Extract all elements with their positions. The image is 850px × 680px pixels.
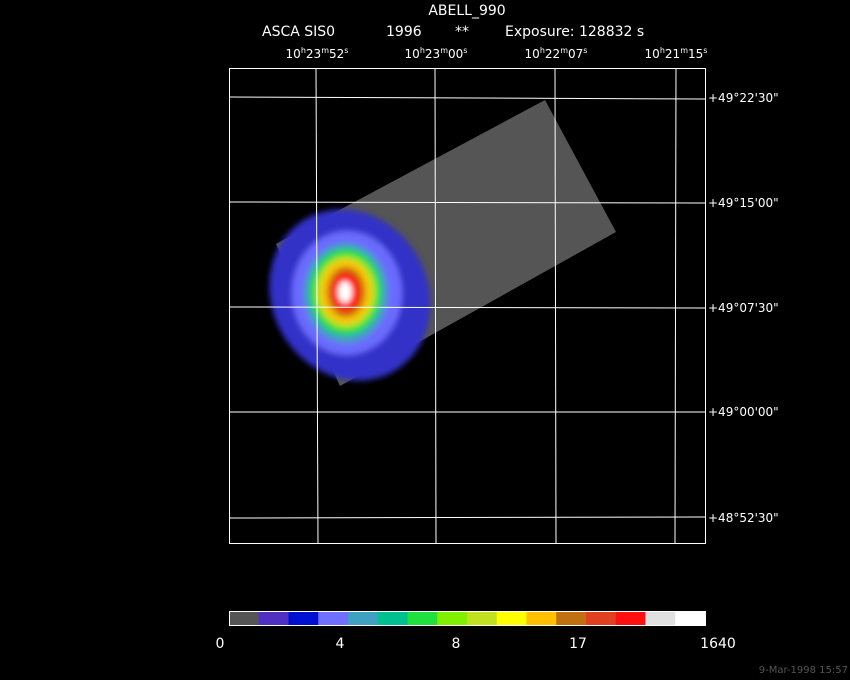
exposure: Exposure: 128832 s — [505, 24, 644, 40]
flag: ** — [455, 24, 469, 40]
dec-label: +49°00'00" — [708, 405, 779, 419]
ra-label: 10h21m15s — [645, 46, 708, 61]
colorbar-swatch — [556, 611, 587, 625]
title: ABELL_990 — [428, 3, 505, 19]
colorbar-swatch — [675, 611, 706, 625]
ra-label: 10h23m52s — [286, 46, 349, 61]
coord-grid — [228, 67, 706, 544]
colorbar-frame — [229, 611, 706, 626]
colorbar-label: 17 — [569, 636, 587, 652]
colorbar-swatch — [229, 611, 260, 625]
colorbar-swatch — [496, 611, 527, 625]
colorbar-swatch — [526, 611, 557, 625]
instrument: ASCA SIS0 — [262, 24, 335, 40]
colorbar-swatch — [645, 611, 676, 625]
colorbar-swatch — [467, 611, 498, 625]
colorbar-label: 4 — [336, 636, 345, 652]
colorbar-swatch — [318, 611, 349, 625]
colorbar-swatch — [407, 611, 438, 625]
colorbar-swatch — [377, 611, 408, 625]
colorbar-label: 8 — [452, 636, 461, 652]
colorbar-swatch — [586, 611, 617, 625]
colorbar-swatch — [437, 611, 468, 625]
colorbar-swatch — [288, 611, 319, 625]
dec-labels: +49°22'30" +49°15'00" +49°07'30" +49°00'00"… — [708, 91, 779, 525]
dec-label: +49°07'30" — [708, 301, 779, 315]
year: 1996 — [386, 24, 422, 40]
dec-label: +49°15'00" — [708, 196, 779, 210]
cluster-emission — [269, 209, 431, 381]
footer: 9-Mar-1998 15:57 — [759, 665, 848, 676]
ra-labels: 10h23m52s 10h23m00s 10h22m07s 10h21m15s — [286, 46, 708, 61]
colorbar-swatch — [348, 611, 379, 625]
colorbar-swatch — [258, 611, 289, 625]
colorbar-label: 1640 — [700, 636, 736, 652]
colorbar-label: 0 — [216, 636, 225, 652]
sky-image — [269, 100, 616, 386]
dec-label: +48°52'30" — [708, 511, 779, 525]
dec-label: +49°22'30" — [708, 91, 779, 105]
colorbar-swatch — [615, 611, 646, 625]
ra-label: 10h23m00s — [405, 46, 468, 61]
colorbar: 0 4 8 17 1640 — [216, 611, 736, 652]
ra-label: 10h22m07s — [525, 46, 588, 61]
